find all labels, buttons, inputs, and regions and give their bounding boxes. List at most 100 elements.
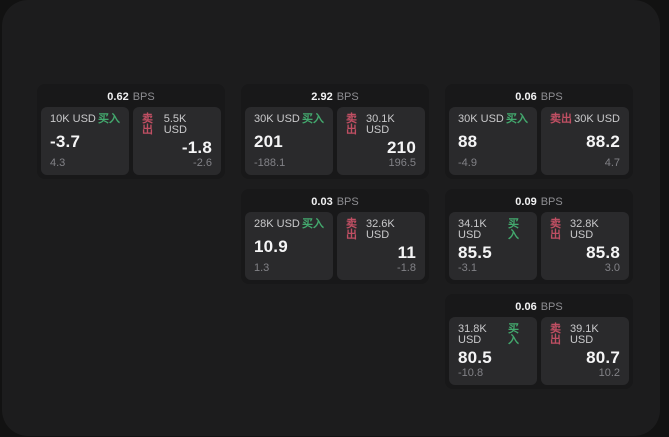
sell-panel[interactable]: 卖出 30K USD 88.2 4.7 [541, 107, 629, 175]
sell-panel-top: 卖出 30.1K USD [346, 114, 416, 136]
quote-card: 0.03 BPS 28K USD 买入 10.9 1.3 卖出 32.6K US… [241, 189, 429, 284]
sell-price: 11 [397, 242, 416, 262]
sell-panel[interactable]: 卖出 30.1K USD 210 196.5 [337, 107, 425, 175]
bps-unit-label: BPS [540, 91, 563, 103]
sell-amount: 30.1K USD [365, 113, 395, 136]
bps-unit-label: BPS [540, 196, 563, 208]
sell-panel[interactable]: 卖出 5.5K USD -1.8 -2.6 [133, 107, 221, 175]
quote-panels: 28K USD 买入 10.9 1.3 卖出 32.6K USD 11 -1.8 [245, 212, 425, 280]
buy-price: 201 [254, 132, 283, 151]
quote-card: 0.62 BPS 10K USD 买入 -3.7 4.3 卖出 5.5K USD… [37, 84, 225, 179]
buy-price: 80.5 [458, 347, 492, 367]
sell-panel-top: 卖出 32.8K USD [550, 219, 620, 241]
sell-panel-top: 卖出 39.1K USD [550, 324, 620, 346]
buy-panel[interactable]: 30K USD 买入 88 -4.9 [449, 107, 537, 175]
buy-panel[interactable]: 10K USD 买入 -3.7 4.3 [41, 107, 129, 175]
sell-amount: 39.1K USD [569, 323, 599, 346]
card-header: 2.92 BPS [245, 88, 425, 107]
quote-panels: 30K USD 买入 88 -4.9 卖出 30K USD 88.2 4.7 [449, 107, 629, 175]
quote-card: 2.92 BPS 30K USD 买入 201 -188.1 卖出 30.1K … [241, 84, 429, 179]
buy-tag: 买入 [508, 218, 520, 241]
quote-panels: 34.1K USD 买入 85.5 -3.1 卖出 32.8K USD 85.8… [449, 212, 629, 280]
buy-tag: 买入 [506, 113, 528, 125]
buy-panel[interactable]: 34.1K USD 买入 85.5 -3.1 [449, 212, 537, 280]
buy-price: -3.7 [50, 132, 81, 151]
buy-tag: 买入 [98, 113, 120, 125]
buy-panel[interactable]: 28K USD 买入 10.9 1.3 [245, 212, 333, 280]
buy-delta: 4.3 [50, 157, 66, 169]
sell-amount: 32.8K USD [569, 218, 599, 241]
buy-tag: 买入 [302, 218, 324, 230]
buy-delta: -188.1 [254, 157, 286, 169]
bps-unit-label: BPS [336, 91, 359, 103]
bps-unit-label: BPS [132, 91, 155, 103]
buy-panel-top: 30K USD 买入 [254, 114, 324, 125]
sell-tag: 卖出 [550, 218, 561, 241]
sell-delta: -1.8 [397, 262, 416, 274]
buy-panel-top: 28K USD 买入 [254, 219, 324, 230]
buy-tag: 买入 [302, 113, 324, 125]
sell-delta: 3.0 [604, 262, 620, 274]
buy-delta: 1.3 [254, 262, 270, 274]
bps-unit-label: BPS [336, 196, 359, 208]
buy-panel-top: 34.1K USD 买入 [458, 219, 528, 241]
buy-price: 85.5 [458, 242, 492, 262]
buy-amount: 34.1K USD [458, 218, 487, 241]
sell-delta: 4.7 [604, 157, 620, 169]
buy-amount: 30K USD [254, 113, 300, 125]
buy-panel-top: 31.8K USD 买入 [458, 324, 528, 346]
buy-tag: 买入 [508, 323, 520, 346]
sell-panel-top: 卖出 32.6K USD [346, 219, 416, 241]
quote-card: 0.09 BPS 34.1K USD 买入 85.5 -3.1 卖出 32.8K… [445, 189, 633, 284]
bps-unit-label: BPS [540, 301, 563, 313]
buy-delta: -10.8 [458, 367, 484, 379]
card-header: 0.06 BPS [449, 298, 629, 317]
buy-price: 88 [458, 132, 478, 151]
card-header: 0.06 BPS [449, 88, 629, 107]
quote-card: 0.06 BPS 31.8K USD 买入 80.5 -10.8 卖出 39.1… [445, 294, 633, 389]
sell-tag: 卖出 [142, 113, 153, 136]
quote-card: 0.06 BPS 30K USD 买入 88 -4.9 卖出 30K USD 8… [445, 84, 633, 179]
bps-value: 2.92 [311, 91, 333, 103]
bps-value: 0.62 [107, 91, 129, 103]
sell-tag: 卖出 [550, 323, 561, 346]
buy-delta: -4.9 [458, 157, 477, 169]
buy-panel[interactable]: 30K USD 买入 201 -188.1 [245, 107, 333, 175]
sell-panel[interactable]: 卖出 39.1K USD 80.7 10.2 [541, 317, 629, 385]
bps-value: 0.06 [515, 301, 537, 313]
sell-amount: 32.6K USD [365, 218, 395, 241]
sell-delta: 196.5 [388, 157, 416, 169]
quote-panels: 30K USD 买入 201 -188.1 卖出 30.1K USD 210 1… [245, 107, 425, 175]
buy-panel-top: 10K USD 买入 [50, 114, 120, 125]
buy-panel-top: 30K USD 买入 [458, 114, 528, 125]
sell-price: 85.8 [586, 242, 620, 262]
quote-card-grid: 0.62 BPS 10K USD 买入 -3.7 4.3 卖出 5.5K USD… [37, 84, 633, 389]
quote-panels: 10K USD 买入 -3.7 4.3 卖出 5.5K USD -1.8 -2.… [41, 107, 221, 175]
buy-delta: -3.1 [458, 262, 477, 274]
buy-amount: 10K USD [50, 113, 96, 125]
sell-price: 210 [387, 137, 416, 157]
sell-panel[interactable]: 卖出 32.6K USD 11 -1.8 [337, 212, 425, 280]
sell-panel-top: 卖出 30K USD [550, 114, 620, 125]
card-header: 0.62 BPS [41, 88, 221, 107]
quote-panels: 31.8K USD 买入 80.5 -10.8 卖出 39.1K USD 80.… [449, 317, 629, 385]
sell-panel[interactable]: 卖出 32.8K USD 85.8 3.0 [541, 212, 629, 280]
buy-amount: 28K USD [254, 218, 300, 230]
sell-amount: 30K USD [574, 113, 620, 125]
sell-delta: 10.2 [598, 367, 620, 379]
bps-value: 0.06 [515, 91, 537, 103]
sell-price: 80.7 [586, 347, 620, 367]
buy-panel[interactable]: 31.8K USD 买入 80.5 -10.8 [449, 317, 537, 385]
sell-tag: 卖出 [346, 218, 357, 241]
sell-tag: 卖出 [346, 113, 357, 136]
sell-price: 88.2 [586, 132, 620, 151]
buy-amount: 31.8K USD [458, 323, 487, 346]
buy-amount: 30K USD [458, 113, 504, 125]
card-header: 0.09 BPS [449, 193, 629, 212]
sell-tag: 卖出 [550, 113, 572, 125]
sell-amount: 5.5K USD [163, 113, 187, 136]
sell-price: -1.8 [181, 137, 212, 157]
buy-price: 10.9 [254, 237, 288, 256]
card-header: 0.03 BPS [245, 193, 425, 212]
bps-value: 0.09 [515, 196, 537, 208]
